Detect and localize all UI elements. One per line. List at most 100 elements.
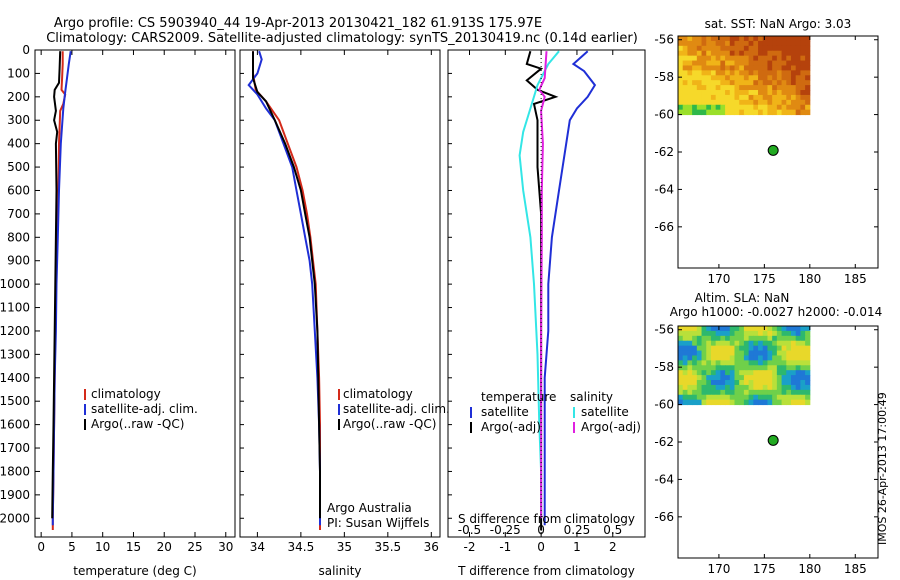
sla-map-cell — [720, 380, 726, 386]
sla-map-cell — [781, 360, 787, 366]
sla-map-cell — [706, 375, 712, 381]
sla-map-cell — [795, 384, 801, 391]
salinity-xtick-label: 35 — [337, 540, 352, 554]
sla-map-cell — [795, 365, 801, 371]
sst-map-cell — [678, 109, 684, 116]
sst-map-cell — [692, 50, 698, 57]
sst-map-xtick-label: 185 — [844, 272, 867, 286]
sla-map-cell — [739, 345, 745, 352]
sla-map-cell — [729, 360, 735, 366]
sst-map-cell — [682, 75, 688, 81]
sst-map-cell — [710, 36, 717, 42]
sst-map-cell — [772, 80, 778, 86]
sst-map-cell — [805, 40, 811, 47]
sla-map-cell — [790, 394, 797, 401]
sla-map-cell — [762, 380, 768, 386]
sla-map-cell — [800, 360, 806, 366]
sst-map-cell — [767, 60, 773, 66]
sst-map-cell — [790, 50, 797, 57]
sst-map-cell — [805, 70, 811, 76]
sst-map-cell — [743, 40, 750, 47]
temperature-legend-label: climatology — [91, 387, 161, 401]
sla-map-cell — [800, 399, 806, 406]
sla-map-cell — [748, 365, 754, 371]
sst-map-cell — [678, 40, 684, 47]
sst-map-cell — [734, 55, 740, 62]
sst-map-cell — [800, 65, 806, 71]
sla-map-cell — [720, 340, 726, 347]
sst-map-cell — [786, 104, 792, 111]
sla-map-cell — [781, 399, 787, 406]
sst-map-cell — [710, 109, 717, 116]
sla-map-cell — [753, 360, 759, 366]
sst-map-cell — [720, 65, 726, 71]
sst-map-cell — [762, 65, 768, 71]
sla-map-cell — [710, 330, 717, 337]
difference-series-satellite — [543, 50, 597, 526]
sla-map-cell — [786, 375, 792, 381]
sla-map-cell — [729, 394, 735, 401]
sla-map-cell — [706, 350, 712, 356]
sst-map-cell — [767, 80, 773, 86]
sla-map-cell — [734, 350, 740, 356]
sst-map-argo-marker — [767, 144, 779, 156]
sla-map-cell — [678, 394, 684, 401]
sla-map-cell — [710, 399, 717, 406]
sst-map-title: sat. SST: NaN Argo: 3.03 — [705, 17, 852, 31]
temperature-ytick-label: 200 — [7, 90, 30, 104]
sst-map-cell — [781, 104, 787, 111]
sla-map-cell — [800, 384, 806, 391]
sst-map-cell — [748, 65, 754, 71]
sst-map-cell — [715, 75, 721, 81]
difference-legend-t-swatch — [470, 407, 472, 418]
sst-map-cell — [682, 104, 688, 111]
sla-map-cell — [682, 345, 688, 352]
sla-map-cell — [795, 330, 801, 337]
sla-map-cell — [781, 389, 787, 396]
sla-map-cell — [734, 360, 740, 366]
sla-map-cell — [739, 350, 745, 356]
sst-map-cell — [790, 65, 797, 71]
sla-map-cell — [790, 380, 797, 386]
sst-map-cell — [776, 104, 783, 111]
sla-map-cell — [748, 345, 754, 352]
sst-map-cell — [805, 75, 811, 81]
sst-map-cell — [748, 50, 754, 57]
sla-map-cell — [767, 375, 773, 381]
sla-map-cell — [758, 355, 764, 361]
sla-map-cell — [795, 345, 801, 352]
sla-map-cell — [701, 326, 707, 332]
sst-map-cell — [710, 55, 717, 62]
sla-map-cell — [776, 389, 783, 396]
sst-map-cell — [687, 45, 693, 52]
sla-map-cell — [734, 389, 740, 396]
sla-map-cell — [729, 399, 735, 406]
sla-map-cell — [795, 360, 801, 366]
sla-map-cell — [786, 355, 792, 361]
sla-map-cell — [734, 330, 740, 337]
sst-map-cell — [748, 104, 754, 111]
sst-map-cell — [800, 70, 806, 76]
sst-map-cell — [678, 90, 684, 96]
sla-map-cell — [743, 370, 750, 376]
sla-map-cell — [701, 330, 707, 337]
sla-map-cell — [776, 399, 783, 406]
temperature-frame — [34, 49, 236, 538]
sst-map-cell — [734, 50, 740, 57]
sla-map-title: Altim. SLA: NaN — [695, 291, 790, 305]
sla-map-cell — [696, 330, 703, 337]
sla-map-cell — [743, 384, 750, 391]
sst-map-cell — [682, 80, 688, 86]
sla-map-cell — [753, 335, 759, 342]
sst-map-cell — [739, 104, 745, 111]
sst-map-cell — [758, 45, 764, 52]
sst-map-cell — [767, 55, 773, 62]
temperature-ytick-label: 1400 — [0, 371, 30, 385]
sla-map-cell — [687, 360, 693, 366]
sla-map-cell — [706, 335, 712, 342]
sst-map-cell — [692, 60, 698, 66]
salinity-series-satellite — [247, 50, 321, 526]
sla-map-panel: 170 175 180 185 -56 -58 -60 -62 -64 -66 Altim. SLA… — [654, 291, 882, 576]
sst-map-cell — [725, 50, 731, 57]
